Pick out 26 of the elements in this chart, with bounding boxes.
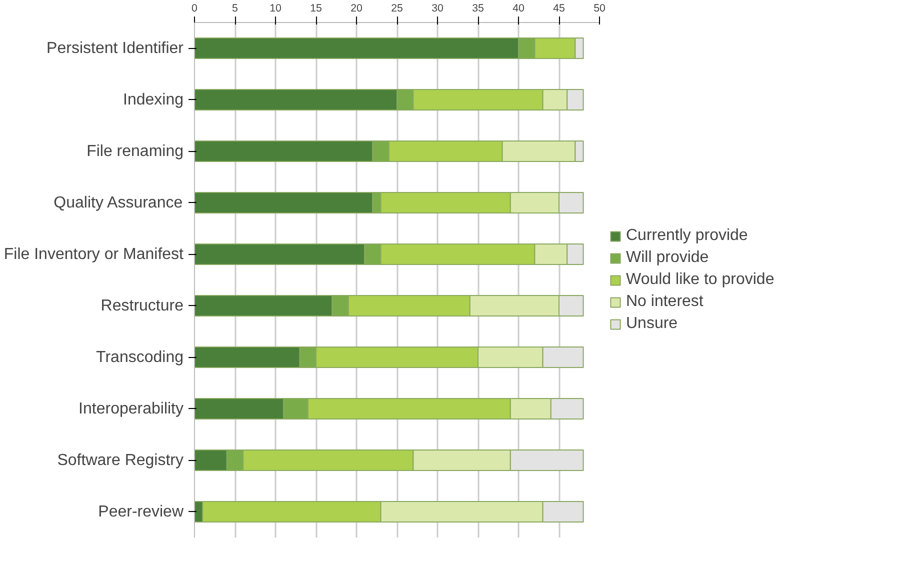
legend-label: Would like to provide bbox=[626, 270, 774, 288]
y-tick-label: Restructure bbox=[100, 297, 184, 314]
x-tick-label: 40 bbox=[512, 2, 524, 14]
x-tick-label: 30 bbox=[432, 2, 444, 14]
x-tick-label: 25 bbox=[391, 2, 403, 14]
y-tick-label: Transcoding bbox=[96, 348, 184, 366]
legend-label: Will provide bbox=[626, 248, 709, 266]
x-tick-label: 35 bbox=[472, 2, 484, 14]
y-tick-label: Persistent Identifier bbox=[46, 40, 184, 57]
legend-label: No interest bbox=[626, 292, 704, 310]
x-tick-label: 20 bbox=[350, 2, 362, 14]
y-tick-label: File Inventory or Manifest bbox=[4, 246, 184, 263]
y-tick-label: Indexing bbox=[123, 91, 184, 108]
y-tick-label: Peer-review bbox=[98, 503, 184, 520]
x-tick-label: 0 bbox=[192, 2, 198, 14]
x-tick-label: 50 bbox=[594, 2, 606, 14]
x-tick-label: 5 bbox=[232, 2, 238, 14]
x-tick-label: 15 bbox=[310, 2, 322, 14]
legend-label: Unsure bbox=[626, 314, 678, 332]
x-tick-label: 10 bbox=[270, 2, 282, 14]
y-tick-label: Interoperability bbox=[78, 400, 184, 418]
y-tick-label: Quality Assurance bbox=[54, 194, 183, 212]
x-tick-label: 45 bbox=[553, 2, 565, 14]
y-tick-label: File renaming bbox=[86, 142, 184, 160]
y-tick-label: Software Registry bbox=[57, 452, 184, 469]
legend-label: Currently provide bbox=[626, 226, 748, 244]
